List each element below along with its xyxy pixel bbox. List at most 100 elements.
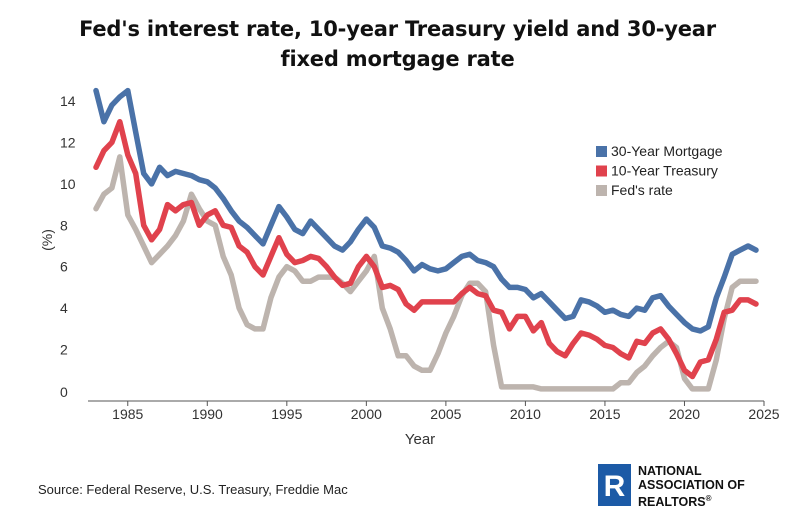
data-point [618,380,624,386]
data-point [745,243,751,249]
data-point [212,208,218,214]
data-point [682,320,687,325]
data-point [93,164,99,170]
data-point [220,254,226,259]
logo-registered-mark: ® [705,494,712,503]
data-point [602,386,608,392]
data-point [594,336,600,342]
data-point [236,243,242,249]
data-point [658,293,663,299]
data-point [729,285,735,290]
data-point [610,386,616,392]
data-point [443,330,449,336]
data-point [332,274,337,280]
data-point [109,102,115,108]
data-point [570,314,576,319]
y-tick-label: 12 [60,134,76,150]
data-point [109,140,115,145]
data-point [634,370,640,375]
data-point [348,280,353,286]
data-point [618,351,624,357]
data-point [284,251,290,257]
data-point [523,287,528,292]
data-point [403,353,409,359]
data-point [523,314,528,319]
data-point [141,171,147,176]
data-point [292,260,298,265]
data-point [212,222,218,228]
data-point [483,260,488,265]
data-point [690,386,695,392]
line-chart: 1985 1990 1995 2000 2005 2010 2015 2020 2025 0 2 4 6… [39,87,780,448]
data-point [181,218,186,224]
data-point [435,268,441,274]
data-point [642,363,648,369]
data-point [602,343,608,348]
data-point [173,233,178,239]
data-point [443,299,449,305]
data-point [260,241,266,247]
data-point [371,264,377,270]
data-point [698,386,703,392]
data-point [538,291,544,296]
data-point [634,338,640,344]
y-tick-label: 8 [60,217,68,233]
data-point [427,299,433,305]
data-point [737,278,743,284]
data-point [507,285,512,290]
logo-line-1: NATIONAL [638,464,702,478]
data-point [371,254,377,259]
data-point [721,309,727,315]
data-point [364,254,369,259]
data-point [698,359,703,365]
source-note: Source: Federal Reserve, U.S. Treasury, … [38,482,348,497]
data-point [713,357,719,363]
data-point [626,355,632,361]
data-point [491,343,496,348]
data-point [244,322,250,328]
series-10-year-treasury [93,118,759,380]
data-point [117,154,123,160]
data-point [705,357,711,363]
data-point [411,363,417,369]
y-tick-label: 14 [60,93,76,109]
data-point [411,307,417,313]
legend-swatch [596,165,607,177]
data-point [435,351,441,357]
data-point [133,129,139,135]
data-point [467,251,473,257]
chart-legend: 30-Year Mortgage 10-Year Treasury Fed's ra… [596,143,723,198]
data-point [578,297,584,303]
data-point [93,206,99,212]
data-point [459,291,465,296]
data-point [220,222,226,228]
data-point [753,301,759,307]
data-point [698,328,703,334]
x-tick-label: 2000 [351,406,382,422]
legend-label: Fed's rate [611,182,673,198]
data-point [515,314,520,319]
data-point [562,316,568,321]
legend-label: 10-Year Treasury [611,163,718,179]
x-axis-title: Year [405,431,435,448]
data-point [586,386,592,392]
data-point [300,258,306,263]
data-point [467,285,473,290]
data-point [435,299,441,305]
data-point [666,336,671,342]
y-tick-label: 0 [60,384,68,400]
data-point [642,307,648,313]
data-point [228,225,234,230]
x-tick-label: 2020 [669,406,700,422]
data-point [753,278,759,284]
data-point [395,287,401,292]
data-point [737,297,743,303]
data-point [356,264,361,270]
data-point [594,386,600,392]
data-point [538,320,544,325]
data-point [650,295,656,301]
data-point [475,291,481,296]
nar-logo: R NATIONAL ASSOCIATION OF REALTORS® [598,464,788,509]
chart-axes: 1985 1990 1995 2000 2005 2010 2015 2020 2025 0 2 4 6… [39,93,780,448]
data-point [101,119,107,125]
